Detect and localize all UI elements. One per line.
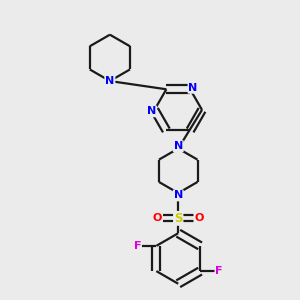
Text: N: N [105,76,115,86]
Text: N: N [188,83,198,93]
Text: F: F [134,241,141,251]
Text: N: N [147,106,156,116]
Text: F: F [215,266,223,276]
Text: S: S [174,212,182,225]
Text: N: N [174,190,183,200]
Text: N: N [174,141,183,151]
Text: O: O [153,213,162,224]
Text: O: O [194,213,204,224]
